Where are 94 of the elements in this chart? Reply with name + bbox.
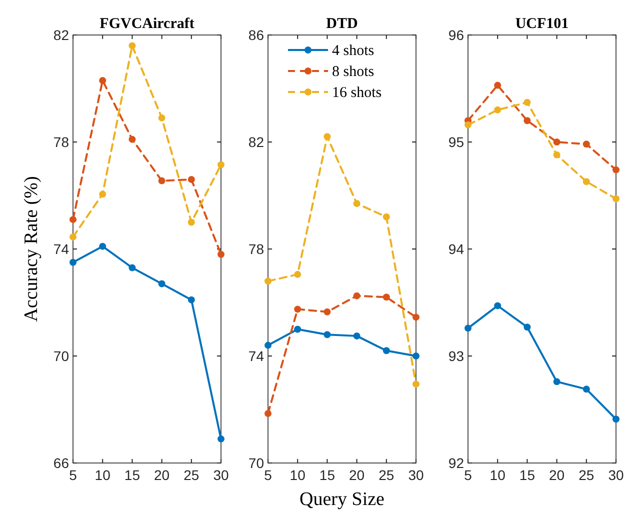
- point: [324, 308, 331, 316]
- point: [70, 233, 76, 240]
- point: [158, 114, 166, 122]
- point: [494, 106, 502, 114]
- point: [464, 121, 472, 128]
- x-tick-label: 10: [490, 467, 506, 483]
- point: [264, 278, 272, 285]
- x-tick-label: 30: [408, 467, 424, 483]
- point: [128, 136, 136, 143]
- point: [264, 342, 272, 349]
- point: [324, 133, 331, 140]
- point: [99, 76, 106, 84]
- legend-label: 8 shots: [332, 64, 374, 80]
- y-tick-label: 86: [248, 27, 264, 43]
- point: [524, 117, 531, 124]
- point: [494, 82, 502, 89]
- point: [382, 213, 390, 220]
- x-tick-label: 25: [578, 467, 594, 483]
- point: [264, 410, 272, 418]
- point: [99, 242, 106, 250]
- y-tick-label: 66: [53, 455, 70, 471]
- point: [294, 270, 302, 278]
- x-axis-title: Query Size: [300, 489, 384, 510]
- point: [324, 331, 331, 338]
- y-tick-label: 78: [248, 241, 264, 257]
- chart-title: DTD: [326, 16, 358, 32]
- y-tick-label: 70: [53, 348, 70, 364]
- point: [188, 218, 195, 226]
- x-tick-label: 5: [69, 467, 78, 483]
- point: [582, 386, 590, 393]
- point: [582, 178, 590, 186]
- x-tick-label: 10: [94, 467, 111, 483]
- chart-title: UCF101: [515, 16, 569, 32]
- y-tick-label: 96: [448, 27, 464, 43]
- point: [294, 306, 302, 313]
- point: [353, 332, 360, 340]
- point: [353, 292, 360, 300]
- x-tick-label: 20: [549, 467, 565, 483]
- y-tick-label: 74: [248, 348, 264, 364]
- x-tick-label: 15: [519, 467, 536, 483]
- point: [128, 42, 136, 50]
- point: [553, 378, 560, 386]
- x-tick-label: 20: [349, 467, 365, 483]
- legend-label: 16 shots: [332, 85, 382, 101]
- point: [218, 161, 224, 168]
- x-tick-label: 25: [378, 467, 394, 483]
- point: [612, 416, 620, 423]
- x-tick-label: 10: [290, 467, 306, 483]
- point: [382, 347, 390, 354]
- point: [70, 216, 76, 224]
- point: [382, 294, 390, 301]
- point: [524, 98, 531, 106]
- y-tick-label: 82: [248, 134, 264, 150]
- x-tick-label: 5: [264, 467, 272, 483]
- point: [188, 296, 195, 304]
- y-tick-label: 78: [53, 134, 70, 150]
- y-tick-label: 70: [248, 455, 264, 471]
- x-tick-label: 15: [124, 467, 140, 483]
- y-tick-label: 94: [448, 241, 464, 257]
- point: [158, 280, 166, 288]
- point: [612, 195, 620, 202]
- legend-label: 4 shots: [332, 43, 374, 59]
- y-tick-label: 95: [448, 134, 464, 150]
- point: [553, 138, 560, 146]
- y-tick-label: 74: [53, 241, 70, 257]
- y-axis-title: Accuracy Rate (%): [21, 176, 42, 322]
- point: [412, 352, 420, 360]
- point: [494, 302, 502, 310]
- y-tick-label: 82: [53, 27, 70, 43]
- chart-title: FGVCAircraft: [100, 16, 194, 32]
- point: [582, 140, 590, 148]
- point: [412, 380, 420, 388]
- x-tick-label: 30: [213, 467, 229, 483]
- y-tick-label: 92: [448, 455, 464, 471]
- point: [158, 177, 166, 184]
- point: [99, 190, 106, 198]
- x-tick-label: 25: [184, 467, 200, 483]
- point: [464, 324, 472, 332]
- point: [188, 176, 195, 183]
- x-tick-label: 5: [464, 467, 472, 483]
- y-tick-label: 93: [448, 348, 464, 364]
- point: [294, 326, 302, 333]
- point: [128, 264, 136, 272]
- point: [412, 314, 420, 321]
- point: [353, 200, 360, 208]
- point: [218, 435, 224, 442]
- point: [553, 151, 560, 158]
- point: [70, 258, 76, 266]
- point: [612, 166, 620, 174]
- point: [218, 250, 224, 258]
- x-tick-label: 15: [319, 467, 336, 483]
- x-tick-label: 30: [608, 467, 624, 483]
- point: [524, 324, 531, 331]
- x-tick-label: 20: [154, 467, 170, 483]
